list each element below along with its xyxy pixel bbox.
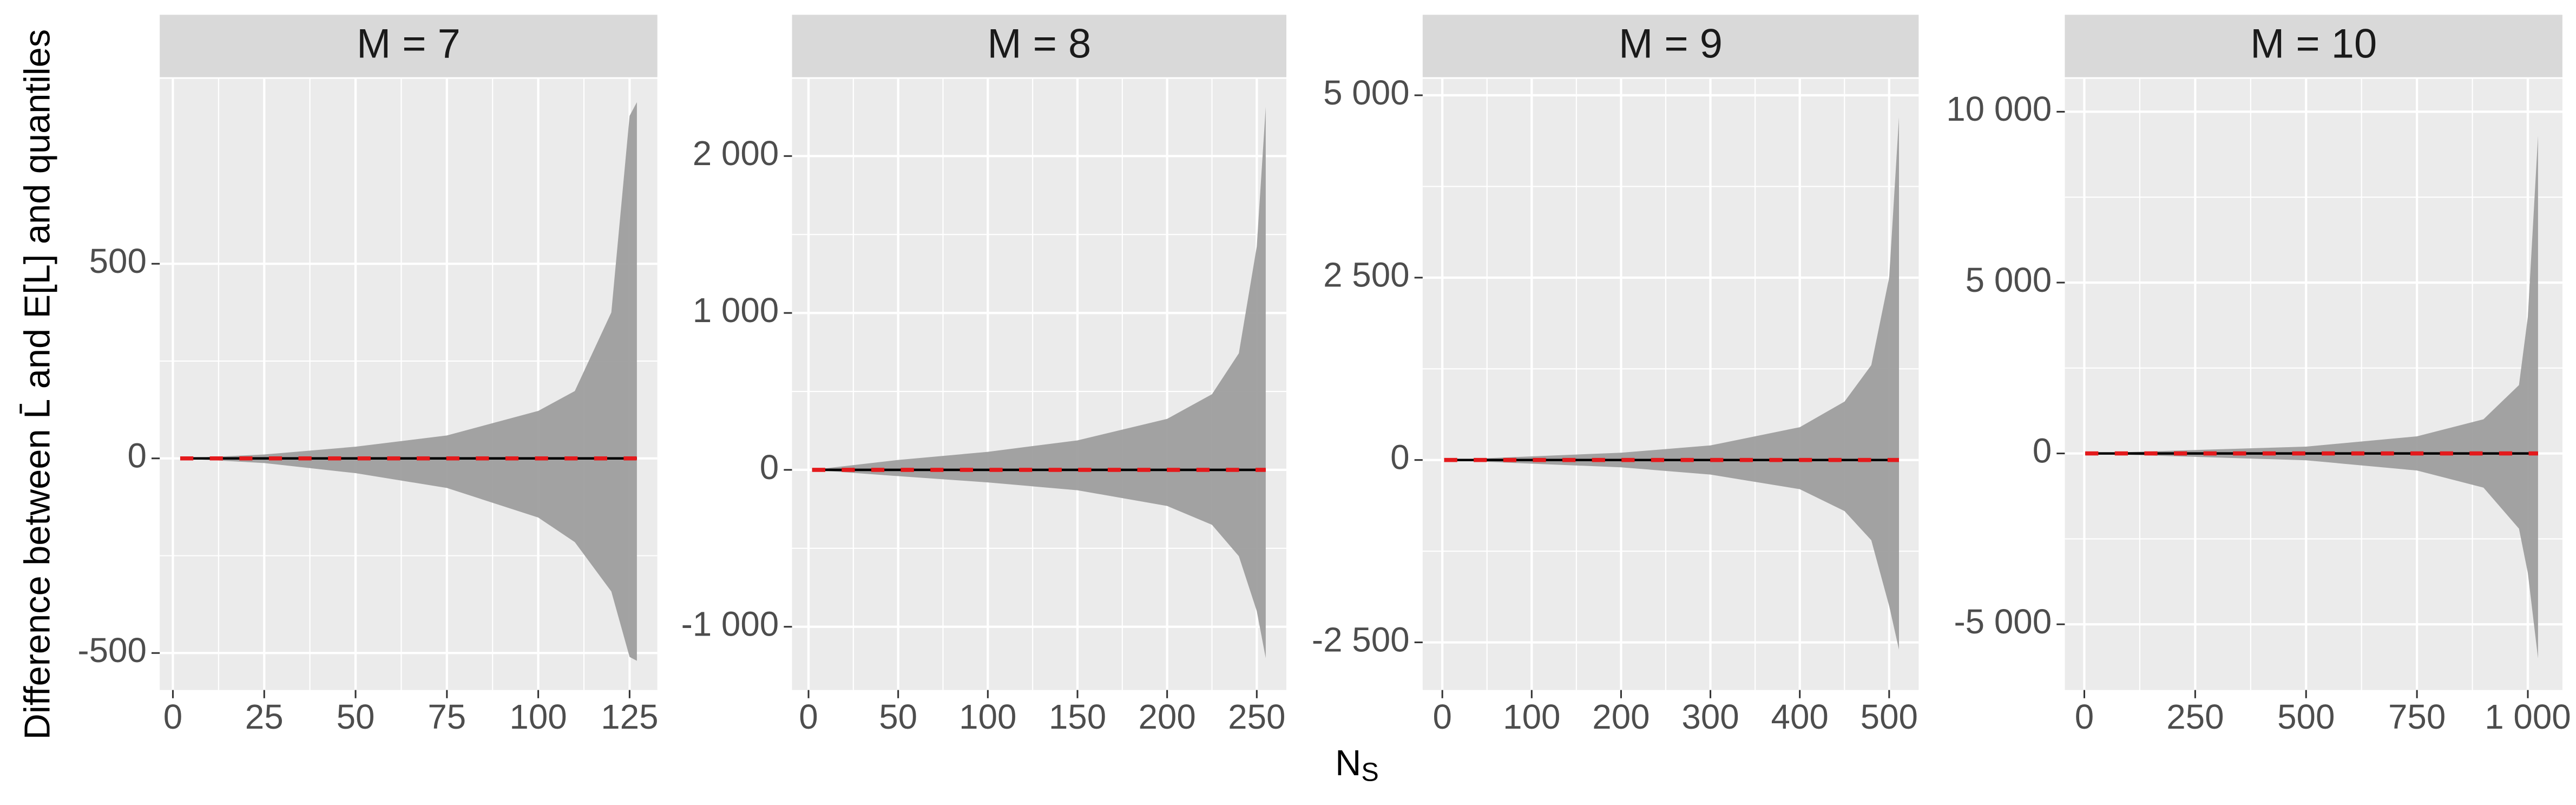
x-tick-label: 1 000 (2485, 697, 2571, 736)
y-tick-label: 1 000 (693, 291, 779, 330)
y-tick-label: 0 (1390, 438, 1409, 477)
strip-title: M = 9 (1619, 21, 1723, 67)
y-tick-label: 2 500 (1323, 256, 1409, 294)
x-tick-label: 100 (509, 697, 567, 736)
x-tick-label: 50 (879, 697, 917, 736)
x-tick-label: 0 (163, 697, 182, 736)
y-tick-label: 2 000 (693, 134, 779, 173)
x-axis-title: NS (1335, 743, 1379, 787)
strip (792, 15, 1286, 77)
y-tick-label: 500 (89, 241, 147, 280)
x-tick-label: 200 (1138, 697, 1195, 736)
y-tick-label: 0 (2033, 431, 2052, 470)
y-tick-label: 0 (127, 436, 146, 475)
panel-background (160, 78, 658, 690)
x-tick-label: 250 (1228, 697, 1285, 736)
x-tick-label: 750 (2388, 697, 2446, 736)
x-tick-label: 200 (1592, 697, 1650, 736)
x-tick-label: 150 (1049, 697, 1106, 736)
strip (160, 15, 658, 77)
x-axis-title-main: N (1335, 743, 1361, 783)
x-tick-label: 0 (1432, 697, 1451, 736)
y-tick-label: 5 000 (1323, 73, 1409, 112)
panel-background (792, 78, 1286, 690)
x-tick-label: 75 (428, 697, 466, 736)
y-tick-label: 0 (760, 448, 779, 487)
x-tick-label: 500 (1861, 697, 1918, 736)
y-tick-label: -2 500 (1312, 620, 1410, 659)
y-tick-label: 5 000 (1966, 260, 2052, 299)
x-tick-label: 25 (245, 697, 284, 736)
x-tick-label: 300 (1681, 697, 1739, 736)
strip (1422, 15, 1919, 77)
x-tick-label: 125 (601, 697, 658, 736)
panel-background (1422, 78, 1919, 690)
x-tick-label: 0 (799, 697, 818, 736)
strip-title: M = 7 (357, 21, 461, 67)
x-tick-label: 250 (2166, 697, 2224, 736)
x-tick-label: 400 (1771, 697, 1829, 736)
x-tick-label: 0 (2075, 697, 2094, 736)
x-tick-label: 50 (337, 697, 375, 736)
strip-title: M = 8 (987, 21, 1091, 67)
y-tick-label: -1 000 (681, 605, 779, 644)
y-tick-label: -500 (77, 631, 147, 670)
y-tick-label: -5 000 (1954, 602, 2052, 641)
x-tick-label: 100 (1503, 697, 1560, 736)
y-axis-title: Difference between L̄ and E[L] and quant… (17, 29, 57, 739)
x-axis-title-sub: S (1361, 757, 1378, 787)
y-tick-label: 10 000 (1946, 89, 2052, 128)
x-tick-label: 100 (959, 697, 1016, 736)
strip-title: M = 10 (2250, 21, 2377, 67)
panel-background (2065, 78, 2562, 690)
strip (2065, 15, 2562, 77)
x-tick-label: 500 (2277, 697, 2335, 736)
